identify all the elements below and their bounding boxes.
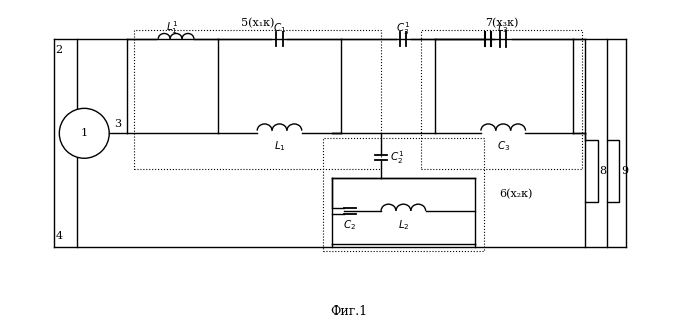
Text: Фиг.1: Фиг.1	[330, 305, 368, 318]
Text: $L_1$: $L_1$	[274, 139, 285, 153]
Text: $C_1$: $C_1$	[273, 21, 286, 35]
Text: $C_3^1$: $C_3^1$	[396, 20, 410, 37]
Text: 8: 8	[600, 166, 607, 176]
Text: 6(x₂к): 6(x₂к)	[500, 189, 533, 199]
Text: $L_3$: $L_3$	[497, 21, 509, 35]
Text: 9: 9	[621, 166, 628, 176]
Text: 5(x₁к): 5(x₁к)	[241, 18, 274, 28]
Text: $L_2$: $L_2$	[398, 218, 409, 232]
Text: $C_3$: $C_3$	[496, 139, 510, 153]
Text: $C_2$: $C_2$	[343, 218, 357, 232]
Text: 3: 3	[114, 119, 121, 129]
Text: $C_2^1$: $C_2^1$	[390, 149, 404, 166]
Text: 4: 4	[56, 231, 63, 241]
Text: $L_1^1$: $L_1^1$	[166, 19, 179, 36]
Text: 7(x₃к): 7(x₃к)	[484, 18, 518, 28]
Bar	[134, 30, 381, 169]
Bar	[585, 140, 597, 202]
Bar	[323, 138, 484, 251]
Bar	[421, 30, 581, 169]
Bar	[607, 140, 619, 202]
Text: 2: 2	[56, 45, 63, 55]
Text: 1: 1	[81, 128, 88, 138]
